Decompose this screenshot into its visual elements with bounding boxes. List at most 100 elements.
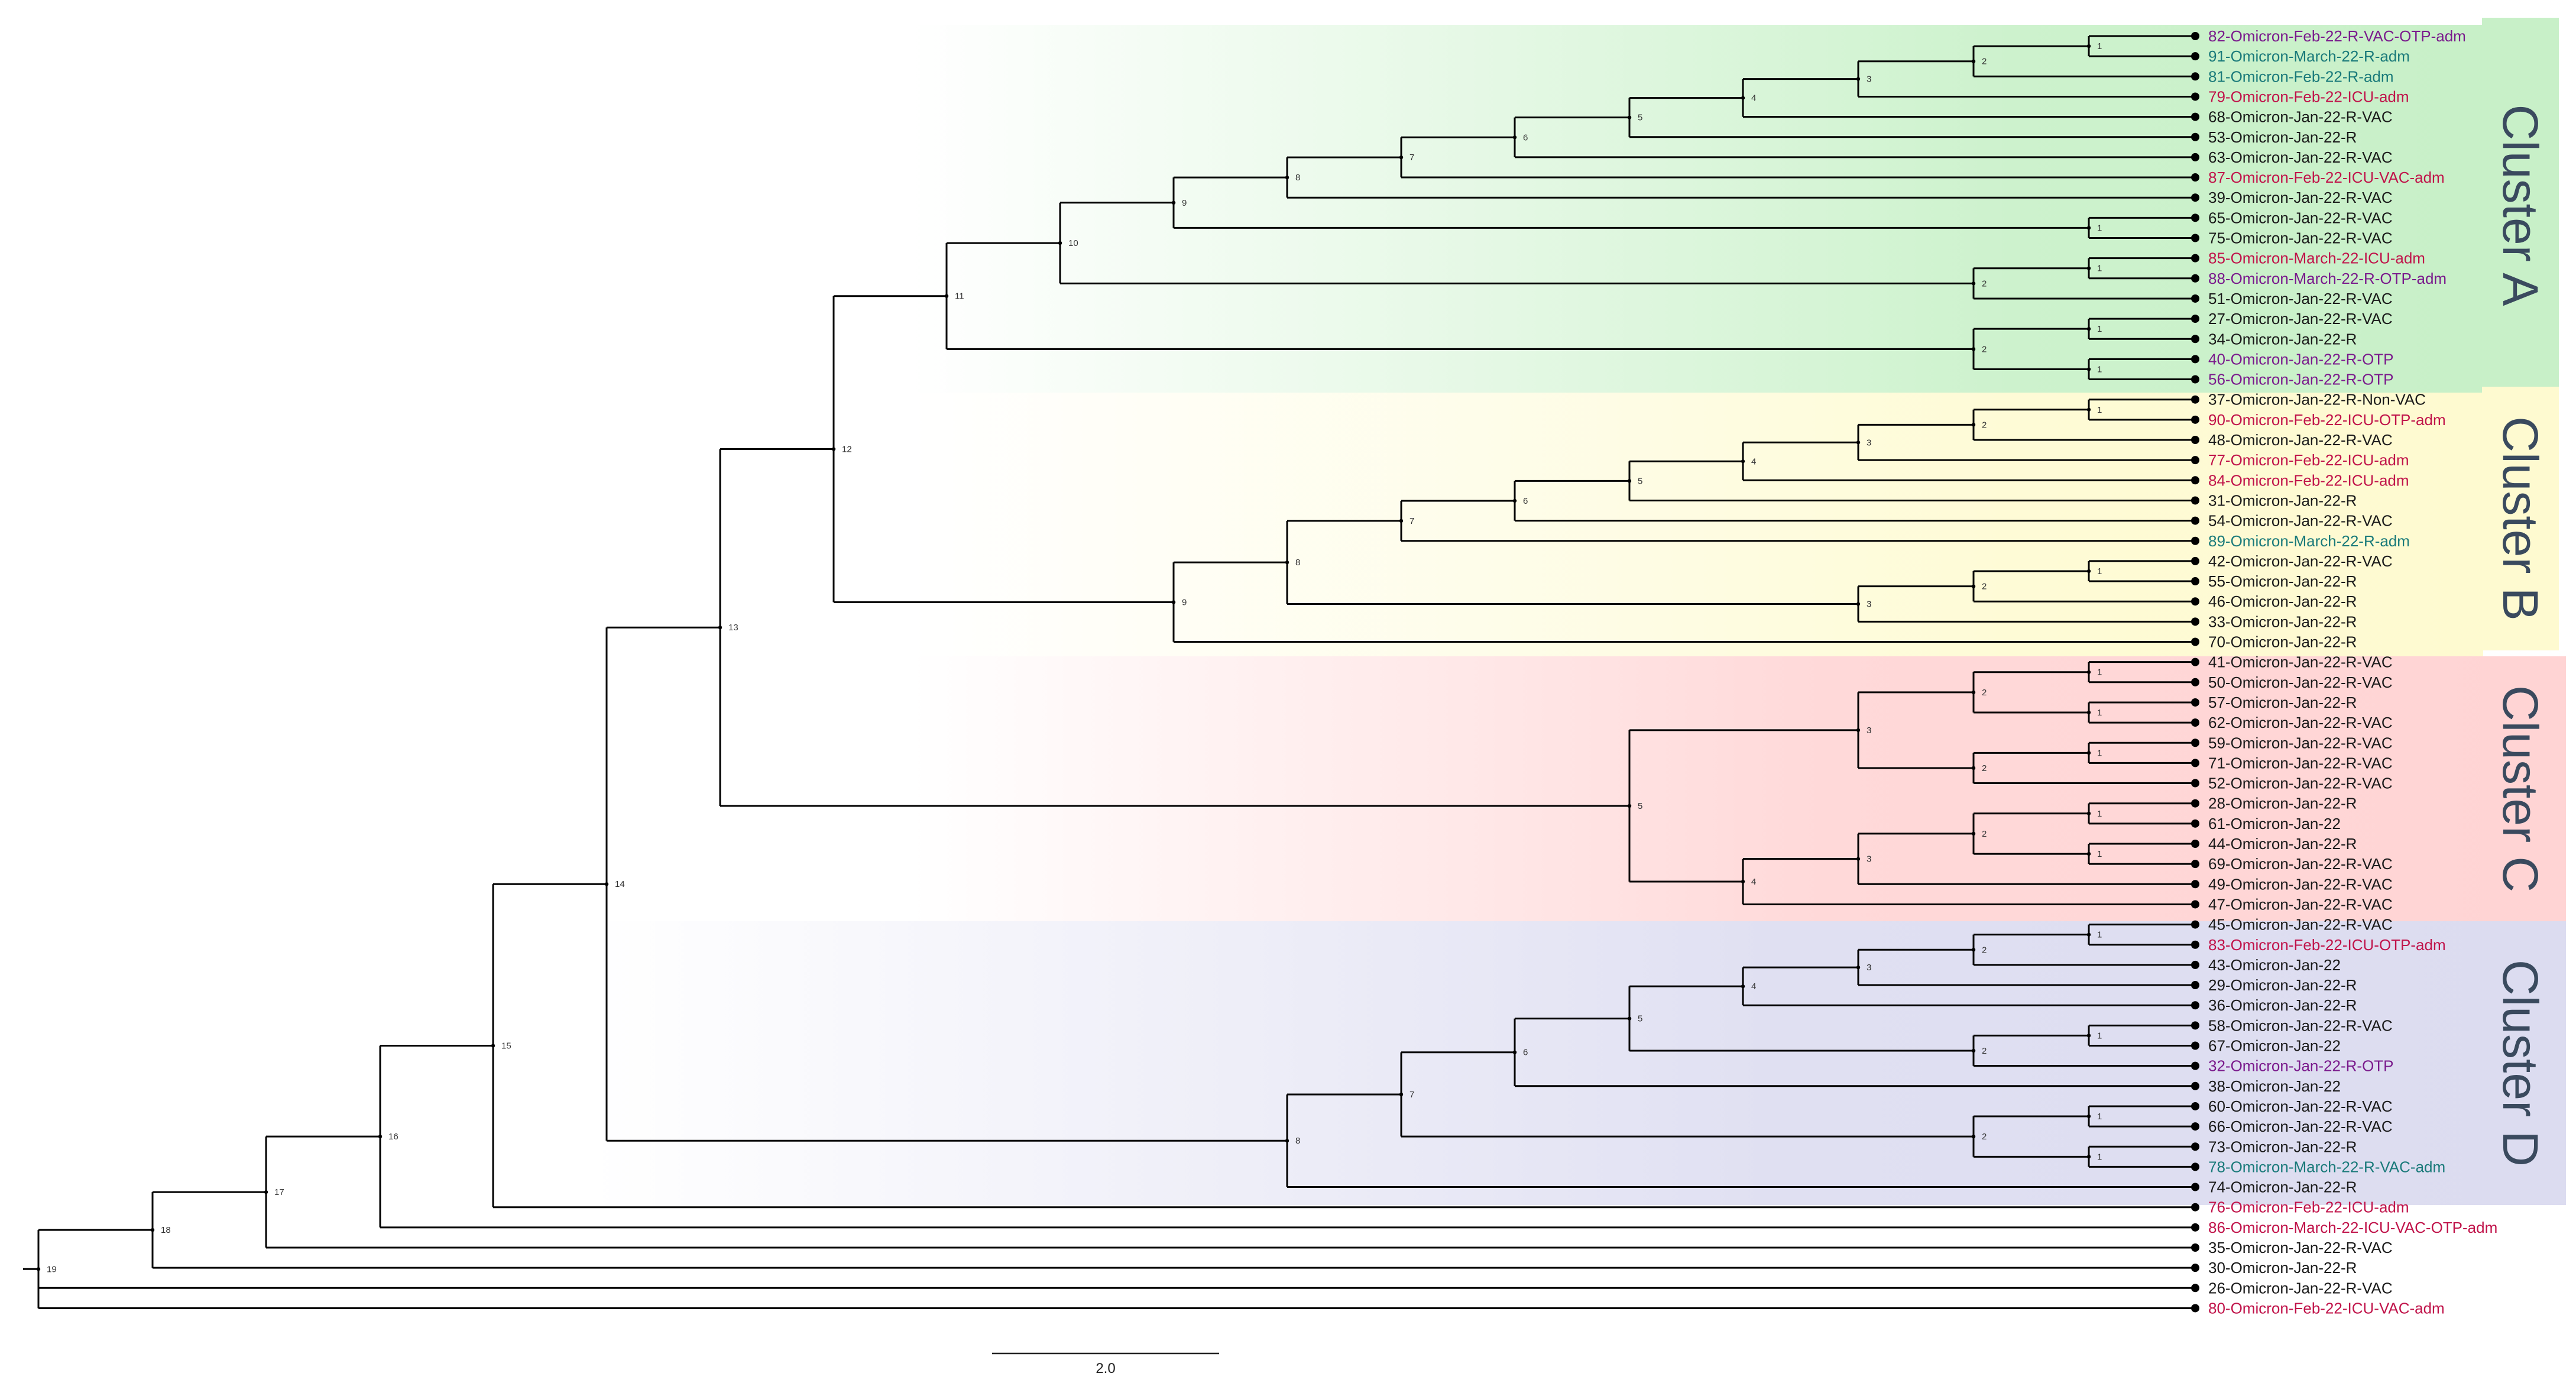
tip-marker [2191,1264,2199,1272]
node-height-label: 9 [1182,198,1187,208]
node-height-label: 1 [2097,405,2102,415]
node-height-label: 6 [1523,496,1528,506]
leaf-label: 83-Omicron-Feb-22-ICU-OTP-adm [2208,936,2446,954]
node-labels: 1234567819121011211123456712389121121231… [36,41,2102,1274]
tip-marker [2191,456,2199,465]
internal-node [831,447,836,451]
tip-marker [2191,739,2199,747]
internal-node [2086,851,2091,856]
internal-node [1741,984,1745,989]
tip-marker [2191,799,2199,808]
leaf-label: 66-Omicron-Jan-22-R-VAC [2208,1118,2393,1135]
internal-node [1971,1134,1976,1139]
node-height-label: 2 [1982,1132,1987,1142]
internal-node [150,1227,155,1232]
tip-marker [2191,779,2199,788]
tip-marker [2191,920,2199,929]
internal-node [1399,155,1404,160]
internal-node [1971,766,1976,770]
internal-node [1856,602,1861,606]
node-height-label: 5 [1638,1014,1642,1024]
leaf-label: 58-Omicron-Jan-22-R-VAC [2208,1016,2393,1034]
internal-node [1171,200,1176,205]
internal-node [1285,175,1289,180]
node-height-label: 8 [1295,173,1300,183]
tip-marker [2191,1021,2199,1030]
internal-node [1971,690,1976,695]
node-height-label: 1 [2097,264,2102,274]
tip-marker [2191,1183,2199,1191]
leaf-label: 50-Omicron-Jan-22-R-VAC [2208,673,2393,691]
tip-marker [2191,819,2199,828]
node-height-label: 9 [1182,597,1187,607]
internal-node [2086,1114,2091,1119]
tip-marker [2191,335,2199,344]
leaf-label: 35-Omicron-Jan-22-R-VAC [2208,1239,2393,1256]
leaf-label: 80-Omicron-Feb-22-ICU-VAC-adm [2208,1299,2445,1317]
leaf-label: 48-Omicron-Jan-22-R-VAC [2208,431,2393,449]
node-height-label: 4 [1751,877,1756,887]
tip-marker [2191,1122,2199,1131]
leaf-label: 69-Omicron-Jan-22-R-VAC [2208,855,2393,873]
leaf-label: 63-Omicron-Jan-22-R-VAC [2208,148,2393,166]
tip-marker [2191,92,2199,101]
internal-node [1285,1139,1289,1143]
internal-node [1856,728,1861,733]
cluster-a-band [910,25,2483,393]
node-height-label: 1 [2097,668,2102,678]
tip-marker [2191,577,2199,586]
node-height-label: 6 [1523,132,1528,142]
cluster-c-label: Cluster C [2493,685,2548,892]
node-height-label: 1 [2097,364,2102,374]
scale-bar-label: 2.0 [1096,1361,1115,1376]
internal-node [944,294,949,298]
tip-marker [2191,315,2199,323]
node-height-label: 1 [2097,1031,2102,1041]
leaf-label: 27-Omicron-Jan-22-R-VAC [2208,310,2393,328]
tip-marker [2191,1162,2199,1171]
node-height-label: 3 [1867,599,1871,609]
node-height-label: 3 [1867,854,1871,864]
tip-marker [2191,840,2199,848]
node-height-label: 7 [1409,1090,1414,1100]
internal-node [2086,670,2091,674]
internal-node [1856,857,1861,861]
internal-node [604,882,609,886]
internal-node [378,1134,383,1139]
leaf-label: 79-Omicron-Feb-22-ICU-adm [2208,88,2409,105]
tip-marker [2191,153,2199,161]
node-height-label: 1 [2097,748,2102,758]
node-height-label: 2 [1982,278,1987,289]
internal-node [1971,1048,1976,1053]
tip-marker [2191,254,2199,263]
leaf-label: 51-Omicron-Jan-22-R-VAC [2208,290,2393,307]
tip-marker [2191,1061,2199,1070]
node-height-label: 1 [2097,708,2102,718]
node-height-label: 2 [1982,763,1987,773]
internal-node [1856,77,1861,81]
node-height-label: 2 [1982,57,1987,67]
node-height-label: 3 [1867,438,1871,448]
node-height-label: 3 [1867,725,1871,736]
leaf-label: 53-Omicron-Jan-22-R [2208,128,2357,146]
leaf-label: 61-Omicron-Jan-22 [2208,815,2341,833]
tip-marker [2191,415,2199,424]
leaf-label: 43-Omicron-Jan-22 [2208,956,2341,974]
internal-node [2086,932,2091,937]
tip-marker [2191,637,2199,646]
tip-markers [2191,32,2199,1313]
tip-marker [2191,981,2199,990]
internal-node [2086,1155,2091,1159]
internal-node [1971,423,1976,427]
internal-node [2086,710,2091,715]
tip-marker [2191,193,2199,202]
tip-marker [2191,1081,2199,1090]
node-height-label: 8 [1295,558,1300,568]
internal-node [1512,498,1517,503]
internal-node [1971,831,1976,836]
leaf-label: 30-Omicron-Jan-22-R [2208,1259,2357,1277]
leaf-label: 32-Omicron-Jan-22-R-OTP [2208,1057,2394,1075]
leaf-label: 85-Omicron-March-22-ICU-adm [2208,250,2425,267]
node-height-label: 1 [2097,223,2102,233]
